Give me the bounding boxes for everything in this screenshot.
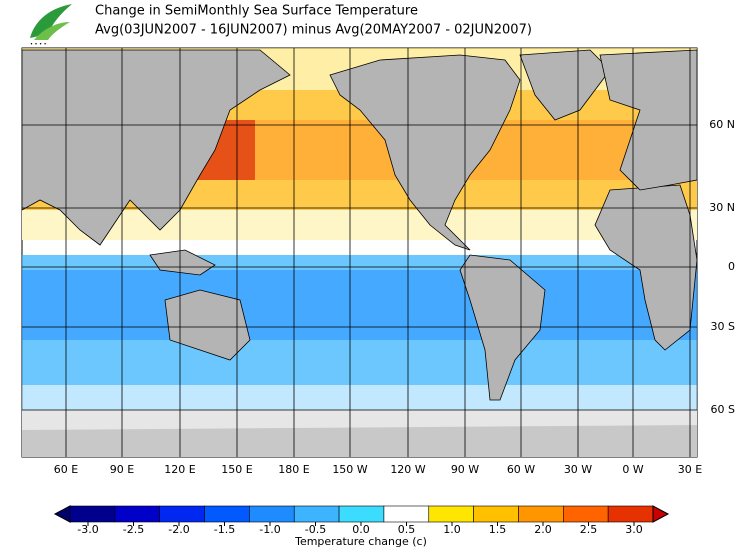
colorbar-tick-label: -3.0 xyxy=(77,523,98,536)
colorbar-tick-label: 1.5 xyxy=(489,523,507,536)
lon-label: 0 W xyxy=(622,463,643,476)
lon-label: 90 E xyxy=(110,463,134,476)
colorbar-box xyxy=(204,505,250,523)
colorbar-box xyxy=(518,505,564,523)
colorbar-box xyxy=(159,505,205,523)
colorbar-box xyxy=(293,505,340,523)
title: Change in SemiMonthly Sea Surface Temper… xyxy=(95,4,418,19)
colorbar-box xyxy=(383,505,430,523)
logo: • • • • xyxy=(30,4,72,48)
lon-label: 120 W xyxy=(390,463,425,476)
lon-label: 120 E xyxy=(164,463,195,476)
colorbar-tick-label: -1.5 xyxy=(214,523,235,536)
colorbar xyxy=(53,505,670,526)
svg-text:• • • •: • • • • xyxy=(30,42,47,48)
lon-label: 90 W xyxy=(451,463,479,476)
colorbar-box xyxy=(69,505,116,523)
colorbar-box xyxy=(338,505,385,523)
lat-label: 30 S xyxy=(711,320,735,333)
lon-label: 30 E xyxy=(678,463,702,476)
colorbar-box xyxy=(607,505,654,523)
colorbar-box xyxy=(473,505,519,523)
map xyxy=(21,47,698,458)
subtitle: Avg(03JUN2007 - 16JUN2007) minus Avg(20M… xyxy=(95,23,532,38)
lon-label: 60 W xyxy=(507,463,535,476)
colorbar-box xyxy=(249,505,295,523)
lon-label: 30 W xyxy=(564,463,592,476)
colorbar-tick-label: 1.0 xyxy=(443,523,461,536)
lat-label: 60 N xyxy=(709,118,735,131)
lat-label: 30 N xyxy=(709,201,735,214)
colorbar-tick-label: 0.0 xyxy=(352,523,370,536)
lat-label: 60 S xyxy=(711,403,735,416)
colorbar-end xyxy=(53,505,71,523)
colorbar-box xyxy=(563,505,609,523)
lon-label: 60 E xyxy=(54,463,78,476)
colorbar-tick-label: 2.0 xyxy=(534,523,552,536)
lon-label: 150 E xyxy=(221,463,252,476)
colorbar-box xyxy=(114,505,160,523)
lat-label: 0 xyxy=(728,260,735,273)
colorbar-tick-label: -0.5 xyxy=(305,523,326,536)
colorbar-tick-label: -1.0 xyxy=(259,523,280,536)
colorbar-box xyxy=(428,505,474,523)
colorbar-tick-label: -2.5 xyxy=(123,523,144,536)
colorbar-tick-label: 3.0 xyxy=(625,523,643,536)
colorbar-tick-label: 0.5 xyxy=(398,523,416,536)
colorbar-title: Temperature change (c) xyxy=(294,535,427,548)
colorbar-tick-label: 2.5 xyxy=(580,523,598,536)
lon-label: 180 E xyxy=(278,463,309,476)
lon-label: 150 W xyxy=(332,463,367,476)
colorbar-tick-label: -2.0 xyxy=(168,523,189,536)
colorbar-end xyxy=(652,505,670,523)
